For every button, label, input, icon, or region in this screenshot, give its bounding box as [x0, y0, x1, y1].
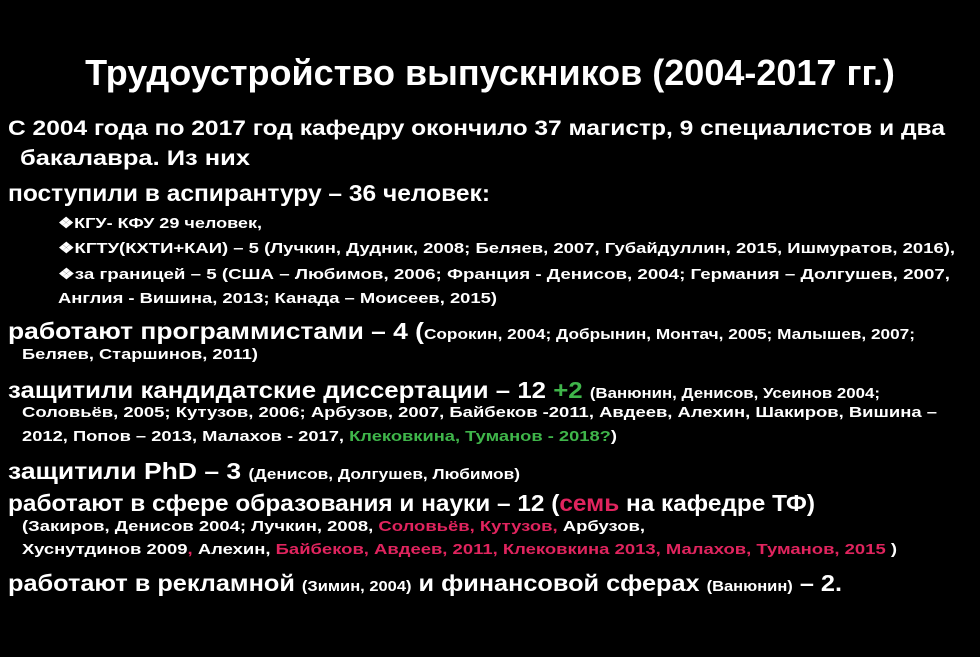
text-segment: Беляев, Старшинов, 2011) — [22, 346, 258, 363]
text-line-phd-abroad-1: ❖за границей – 5 (США – Любимов, 2006; Ф… — [58, 265, 950, 284]
text-segment: Соловьёв, 2005; Кутузов, 2006; Арбузов, … — [22, 404, 937, 421]
text-segment: семь — [559, 490, 620, 516]
text-line-education-3: Хуснутдинов 2009, Алехин, Байбеков, Авде… — [22, 541, 897, 559]
text-line-education-1: работают в сфере образования и науки – 1… — [8, 490, 815, 517]
text-line-candidates-1: защитили кандидатские диссертации – 12 +… — [8, 377, 880, 404]
text-segment: на кафедре ТФ) — [619, 490, 815, 516]
text-segment: работают в рекламной — [8, 570, 302, 596]
text-segment: – 2. — [792, 570, 842, 596]
text-segment: защитили кандидатские диссертации – 12 — [8, 377, 554, 403]
text-line-advertising-finance: работают в рекламной (Зимин, 2004) и фин… — [8, 570, 842, 597]
text-segment: и финансовой сферах — [411, 570, 707, 596]
text-segment: (Ванюнин) — [706, 578, 793, 595]
text-line-education-2: (Закиров, Денисов 2004; Лучкин, 2008, Со… — [22, 518, 645, 536]
text-segment: работают программистами – 4 ( — [8, 318, 424, 344]
text-line-candidates-3: 2012, Попов – 2013, Малахов - 2017, Клек… — [22, 428, 617, 446]
text-segment: (Денисов, Долгушев, Любимов) — [248, 466, 520, 483]
slide-title: Трудоустройство выпускников (2004-2017 г… — [85, 52, 895, 93]
text-segment: (Закиров, Денисов 2004; Лучкин, 2008, — [22, 518, 379, 535]
text-segment: Хуснутдинов 2009 — [22, 541, 188, 558]
text-segment: защитили PhD – 3 — [8, 458, 249, 484]
text-line-programmers-2: Беляев, Старшинов, 2011) — [22, 346, 258, 364]
text-segment: ) — [610, 428, 617, 445]
text-segment: 2012, Попов – 2013, Малахов - 2017, — [22, 428, 350, 445]
text-segment: (Ванюнин, Денисов, Усеинов 2004; — [589, 385, 880, 402]
text-segment: Англия - Вишина, 2013; Канада – Моисеев,… — [58, 290, 497, 307]
text-line-phd: защитили PhD – 3 (Денисов, Долгушев, Люб… — [8, 458, 520, 485]
text-line-candidates-2: Соловьёв, 2005; Кутузов, 2006; Арбузов, … — [22, 404, 937, 422]
text-segment: Соловьёв, Кутузов, — [378, 518, 558, 535]
text-line-phd-kgtu: ❖КГТУ(КХТИ+КАИ) – 5 (Лучкин, Дудник, 200… — [58, 239, 955, 258]
text-segment: +2 — [553, 377, 590, 403]
text-segment: бакалавра. Из них — [20, 147, 250, 170]
text-segment: ❖КГТУ(КХТИ+КАИ) – 5 (Лучкин, Дудник, 200… — [58, 240, 955, 257]
text-segment: Сорокин, 2004; Добрынин, Монтач, 2005; М… — [423, 326, 915, 343]
text-segment: Алехин, — [197, 541, 276, 558]
text-segment: поступили в аспирантуру – 36 человек: — [8, 180, 490, 206]
text-segment: работают в сфере образования и науки – 1… — [8, 490, 560, 516]
text-segment: (Зимин, 2004) — [301, 578, 412, 595]
text-segment: ) — [885, 541, 897, 558]
text-line-phd-kgu: ❖КГУ- КФУ 29 человек, — [58, 214, 262, 233]
text-line-phd-abroad-2: Англия - Вишина, 2013; Канада – Моисеев,… — [58, 290, 497, 308]
text-segment: Арбузов, — [557, 518, 645, 535]
text-segment: С 2004 года по 2017 год кафедру окончило… — [8, 117, 945, 140]
text-segment: Байбеков, Авдеев, 2011, Клековкина 2013,… — [275, 541, 886, 558]
text-segment: Клековкина, Туманов - 2018? — [349, 428, 611, 445]
text-segment: , — [187, 541, 198, 558]
text-line-phd-school: поступили в аспирантуру – 36 человек: — [8, 180, 490, 207]
text-line-intro-1: С 2004 года по 2017 год кафедру окончило… — [8, 117, 945, 141]
text-line-intro-2: бакалавра. Из них — [20, 147, 250, 171]
text-segment: ❖за границей – 5 (США – Любимов, 2006; Ф… — [58, 266, 950, 283]
text-segment: ❖КГУ- КФУ 29 человек, — [58, 215, 262, 232]
text-line-programmers-1: работают программистами – 4 (Сорокин, 20… — [8, 318, 915, 345]
